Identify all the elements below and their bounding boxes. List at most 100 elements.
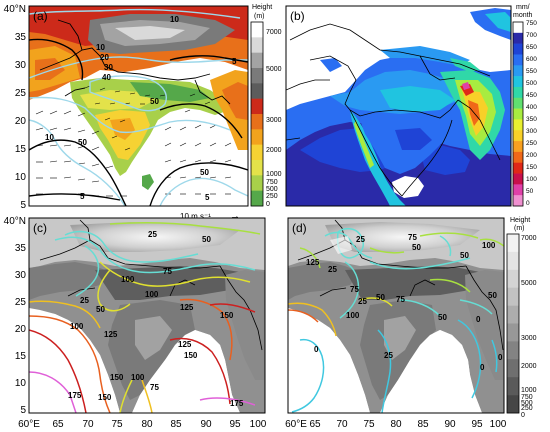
contour-label: 100 [482, 241, 496, 250]
contour-label: 5 [232, 57, 237, 66]
y-tick-label: 40°N [4, 4, 26, 15]
x-tick-label: 95 [229, 419, 241, 430]
colorbar-swatch [251, 37, 263, 53]
panel-a-contours [29, 8, 248, 206]
contour-label: 125 [104, 330, 118, 339]
colorbar-swatch [513, 162, 523, 174]
panel-d: (d) 60°E 65 70 75 80 85 90 95 100 75 100… [285, 217, 507, 430]
colorbar-frame [506, 233, 520, 414]
x-tick-label: 65 [309, 419, 321, 430]
contour-label: 100 [121, 275, 135, 284]
y-tick-label: 30 [15, 270, 27, 281]
panel-c-contours [29, 221, 261, 413]
contour-label: 100 [70, 322, 84, 331]
colorbar-swatch [251, 190, 263, 207]
y-tick-label: 5 [20, 200, 26, 211]
contour-label: 50 [460, 251, 469, 260]
colorbar-frame [250, 21, 264, 207]
contour-label: 50 [200, 168, 209, 177]
colorbar-swatch [251, 83, 263, 99]
contour-label: 25 [328, 265, 337, 274]
colorbar-tick: 0 [526, 200, 530, 207]
colorbar-swatch [513, 76, 523, 88]
y-tick-label: 5 [20, 405, 26, 416]
colorbar-swatch [251, 144, 263, 161]
panel-a-map [29, 6, 248, 206]
contour-label: 75 [396, 295, 405, 304]
contour-label: 100 [131, 373, 145, 382]
colorbar-unit: month [513, 12, 533, 19]
colorbar-tick: 350 [526, 116, 537, 123]
colorbar-tick: 1000 [266, 171, 282, 178]
colorbar-tick: 5000 [266, 66, 282, 73]
colorbar-tick: 450 [526, 92, 537, 99]
colorbar-tick: 2000 [266, 147, 282, 154]
colorbar-swatch [251, 98, 263, 115]
colorbar-tick: 3000 [521, 335, 537, 342]
x-tick-label: 100 [490, 419, 507, 430]
x-tick-label: 60°E [18, 419, 40, 430]
colorbar-swatch [513, 54, 523, 66]
x-tick-label: 75 [111, 419, 123, 430]
colorbar-swatch [507, 395, 519, 414]
contour-label: 75 [163, 267, 172, 276]
y-tick-label: 15 [15, 351, 27, 362]
colorbar-tick: 200 [526, 152, 537, 159]
x-tick-label: 75 [363, 419, 375, 430]
x-tick-label: 95 [471, 419, 483, 430]
y-tick-label: 25 [15, 297, 27, 308]
colorbar-tick: 300 [526, 128, 537, 135]
contour-label: 30 [104, 63, 113, 72]
panel-a-y-ticks: 40°N 35 30 25 20 15 10 5 [4, 4, 27, 211]
colorbar-ticks: 7000 5000 3000 2000 1000 750 500 250 0 [266, 29, 282, 208]
colorbar-swatch [507, 251, 519, 271]
contour-label: 20 [100, 53, 109, 62]
panel-a-frame [28, 5, 249, 207]
contour-label: 40 [102, 73, 111, 82]
x-tick-label: 85 [170, 419, 182, 430]
colorbar-unit: (m) [254, 13, 265, 20]
panel-b-colorbar: mm/ month 750 700 650 600 550 500 450 40… [512, 4, 537, 207]
colorbar-swatch [513, 119, 523, 131]
colorbar-tick: 0 [266, 201, 270, 208]
colorbar-tick: 600 [526, 56, 537, 63]
colorbar-swatch [513, 173, 523, 185]
panel-d-frame [287, 217, 505, 414]
contour-label: 75 [150, 383, 159, 392]
contour-label: 0 [314, 345, 319, 354]
panel-c-x-ticks: 60°E 65 70 75 80 85 90 95 100 [18, 419, 267, 430]
contour-label: 25 [356, 235, 365, 244]
colorbar-swatch [507, 341, 519, 360]
contour-label: 50 [412, 243, 421, 252]
contour-label: 125 [306, 258, 320, 267]
x-tick-label: 85 [417, 419, 429, 430]
contour-label: 50 [150, 97, 159, 106]
x-tick-label: 90 [444, 419, 456, 430]
colorbar-unit: (m) [514, 225, 525, 232]
panel-d-contour-labels: 75 100 50 25 125 25 75 25 50 50 100 75 5… [306, 233, 503, 372]
panel-d-contours [288, 227, 504, 413]
colorbar-swatch [251, 22, 263, 38]
contour-label: 100 [145, 290, 159, 299]
panel-a-contour-labels: 10 10 20 30 40 50 5 10 50 5 50 5 [45, 15, 237, 202]
contour-label: 75 [408, 233, 417, 242]
panel-c-frame [28, 217, 266, 414]
colorbar-swatch [513, 97, 523, 109]
contour-label: 10 [45, 133, 54, 142]
colorbar-swatch [513, 22, 523, 34]
x-tick-label: 60°E [285, 419, 307, 430]
colorbar-ticks: 750 700 650 600 550 500 450 400 350 300 … [526, 20, 537, 207]
colorbar-swatches [251, 22, 263, 207]
colorbar-title: Height [252, 4, 272, 11]
contour-label: 50 [78, 138, 87, 147]
colorbar-tick: 750 [526, 20, 537, 27]
panel-d-x-ticks: 60°E 65 70 75 80 85 90 95 100 [285, 419, 507, 430]
colorbar-tick: 3000 [266, 117, 282, 124]
colorbar-swatch [507, 234, 519, 253]
colorbar-tick: 400 [526, 104, 537, 111]
contour-label: 25 [80, 296, 89, 305]
contour-label: 50 [488, 291, 497, 300]
contour-label: 125 [178, 340, 192, 349]
y-tick-label: 10 [15, 378, 27, 389]
